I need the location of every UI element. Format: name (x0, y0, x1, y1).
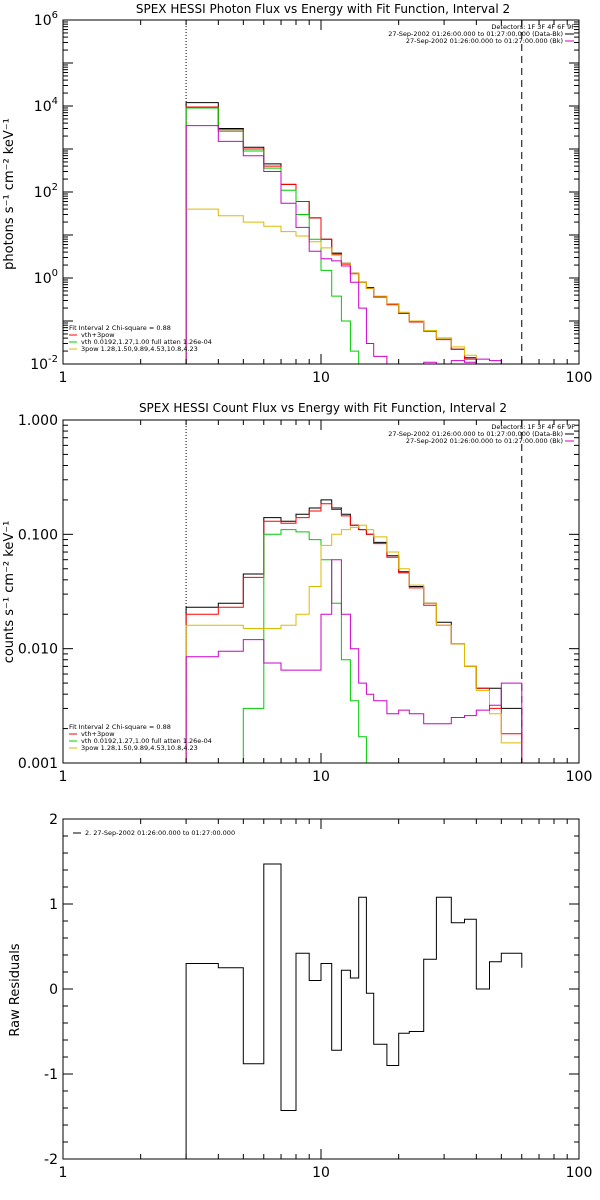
photon-y-tick-label: 10-2 (30, 354, 58, 373)
count-y-tick-label: 0.100 (18, 527, 58, 543)
resid-y-tick-label: 2 (49, 812, 58, 828)
count-y-tick-label: 0.001 (18, 756, 58, 772)
photon-series-vth (185, 107, 374, 365)
photon-y-tick-label: 102 (34, 182, 58, 201)
count-y-axis-label: counts s⁻¹ cm⁻² keV⁻¹ (2, 521, 17, 664)
count-flux-panel: SPEX HESSI Count Flux vs Energy with Fit… (2, 401, 592, 785)
photon-x-tick-label: 100 (566, 370, 593, 386)
photon-chart-title: SPEX HESSI Photon Flux vs Energy with Fi… (136, 2, 510, 16)
photon-legend-label: vth 0.0192,1.27,1.00 full atten 1.26e-04 (81, 338, 212, 346)
count-series-3pow (185, 524, 523, 763)
count-x-tick-label: 1 (59, 769, 68, 785)
count-header-line: 27-Sep-2002 01:26:00.000 to 01:27:00.000… (406, 437, 563, 445)
resid-series-residuals (185, 863, 523, 1159)
count-header-line: 27-Sep-2002 01:26:00.000 to 01:27:00.000… (388, 430, 563, 438)
count-legend-title: Fit Interval 2 Chi-square = 0.88 (69, 723, 171, 731)
photon-legend-label: 3pow 1.28,1.50,9.89,4.53,10.8,4.23 (81, 345, 198, 353)
count-y-tick-label: 0.010 (18, 642, 58, 658)
photon-series-background (185, 125, 522, 365)
resid-x-tick-label: 100 (566, 1165, 593, 1181)
photon-x-tick-label: 1 (59, 370, 68, 386)
photon-y-tick-label: 100 (34, 268, 58, 287)
photon-y-tick-label: 106 (34, 10, 58, 29)
resid-legend-label: 2. 27-Sep-2002 01:26:00.000 to 01:27:00.… (85, 829, 235, 837)
photon-flux-panel: SPEX HESSI Photon Flux vs Energy with Fi… (2, 2, 592, 386)
resid-y-tick-label: -1 (44, 1067, 58, 1083)
resid-x-tick-label: 1 (59, 1165, 68, 1181)
photon-header-line: 27-Sep-2002 01:26:00.000 to 01:27:00.000… (406, 37, 563, 45)
count-legend-label: vth 0.0192,1.27,1.00 full atten 1.26e-04 (81, 737, 212, 745)
resid-y-tick-label: -2 (44, 1152, 58, 1168)
resid-x-tick-label: 10 (312, 1165, 330, 1181)
count-legend-label: 3pow 1.28,1.50,9.89,4.53,10.8,4.23 (81, 744, 198, 752)
count-header-line: Detectors: 1F 3F 4F 6F 9F (491, 423, 575, 431)
photon-x-tick-label: 10 (312, 370, 330, 386)
photon-y-axis-label: photons s⁻¹ cm⁻² keV⁻¹ (2, 118, 17, 270)
count-chart-title: SPEX HESSI Count Flux vs Energy with Fit… (139, 401, 507, 415)
resid-y-tick-label: 1 (49, 897, 58, 913)
count-series-vth (186, 529, 374, 764)
count-series-background (185, 559, 523, 763)
residuals-y-axis-label: Raw Residuals (8, 943, 23, 1036)
photon-y-tick-label: 104 (34, 96, 58, 115)
count-legend-label: vth+3pow (81, 730, 115, 738)
photon-header-line: 27-Sep-2002 01:26:00.000 to 01:27:00.000… (388, 30, 563, 38)
photon-legend-label: vth+3pow (81, 331, 115, 339)
resid-y-tick-label: 0 (49, 982, 58, 998)
count-y-tick-label: 1.000 (18, 413, 58, 429)
count-x-tick-label: 100 (566, 769, 593, 785)
count-x-tick-label: 10 (312, 769, 330, 785)
photon-header-line: Detectors: 1F 3F 4F 6F 9F (491, 23, 575, 31)
photon-legend-title: Fit Interval 2 Chi-square = 0.88 (69, 324, 171, 332)
